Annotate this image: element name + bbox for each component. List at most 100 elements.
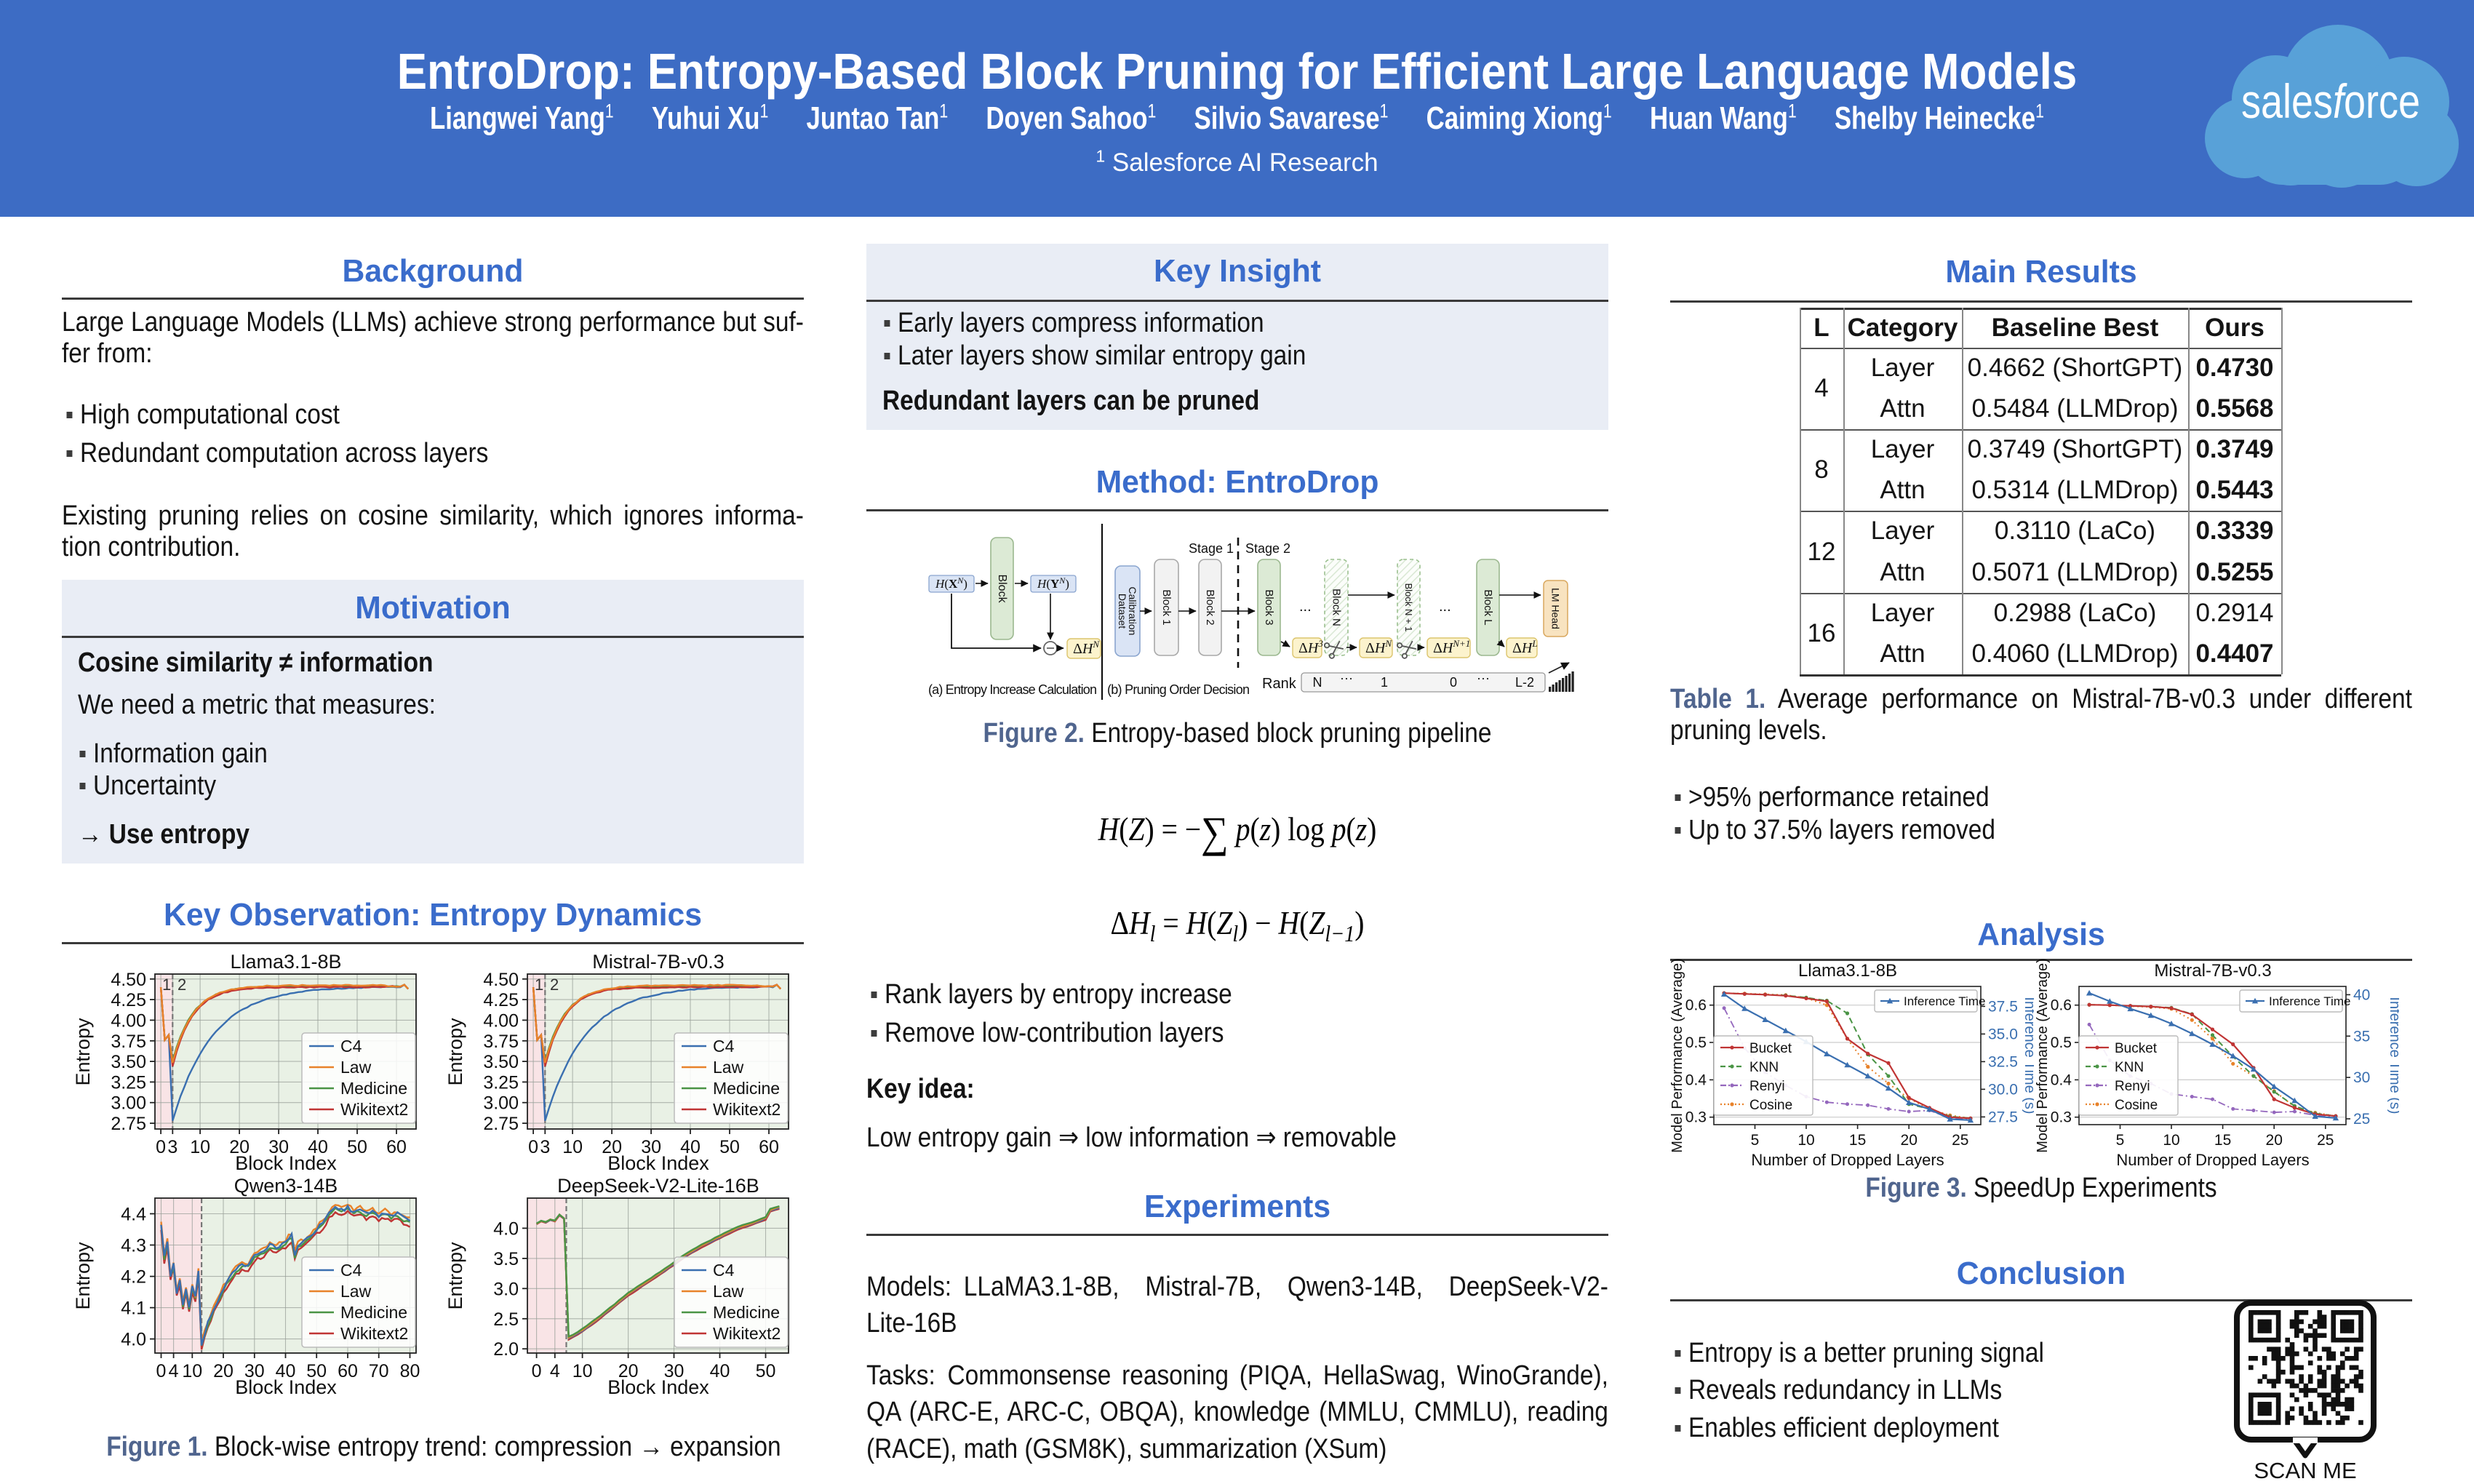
svg-text:4.3: 4.3: [121, 1236, 146, 1256]
svg-text:Block: Block: [996, 574, 1008, 603]
svg-text:4.4: 4.4: [121, 1205, 146, 1225]
svg-text:Number of Dropped Layers: Number of Dropped Layers: [2116, 1151, 2309, 1169]
svg-text:30.0: 30.0: [1988, 1081, 2018, 1098]
svg-text:30: 30: [244, 1361, 265, 1381]
svg-text:Medicine: Medicine: [713, 1079, 780, 1098]
svg-text:Block Index: Block Index: [235, 1376, 337, 1398]
svg-text:1: 1: [162, 976, 171, 994]
svg-text:Entropy: Entropy: [72, 1242, 94, 1310]
svg-text:Bucket: Bucket: [2115, 1041, 2158, 1056]
svg-text:Block 2: Block 2: [1204, 589, 1216, 625]
svg-text:10: 10: [2163, 1132, 2179, 1149]
svg-text:50: 50: [756, 1361, 776, 1381]
svg-text:Llama3.1-8B: Llama3.1-8B: [230, 954, 341, 973]
svg-text:4.0: 4.0: [493, 1218, 519, 1239]
svg-text:30: 30: [664, 1361, 685, 1381]
svg-text:4.50: 4.50: [111, 970, 146, 990]
svg-text:Wikitext2: Wikitext2: [713, 1100, 781, 1119]
svg-text:0: 0: [156, 1137, 166, 1157]
svg-text:LM Head: LM Head: [1550, 588, 1562, 629]
svg-text:10: 10: [572, 1361, 593, 1381]
svg-text:Llama3.1-8B: Llama3.1-8B: [1798, 961, 1897, 981]
svg-text:Law: Law: [713, 1282, 744, 1301]
svg-text:Block 3: Block 3: [1263, 589, 1275, 625]
svg-text:40: 40: [2353, 986, 2370, 1003]
svg-text:Number of Dropped Layers: Number of Dropped Layers: [1751, 1151, 1944, 1169]
svg-text:2.75: 2.75: [111, 1114, 146, 1134]
svg-text:50: 50: [719, 1137, 740, 1157]
svg-text:0: 0: [156, 1361, 167, 1381]
svg-text:50: 50: [347, 1137, 367, 1157]
svg-text:0: 0: [1450, 675, 1457, 690]
svg-text:3.50: 3.50: [111, 1052, 146, 1072]
svg-text:50: 50: [306, 1361, 327, 1381]
svg-text:4: 4: [169, 1361, 179, 1381]
svg-text:4: 4: [550, 1361, 560, 1381]
svg-text:2.0: 2.0: [493, 1339, 519, 1360]
svg-text:4.1: 4.1: [121, 1298, 146, 1319]
svg-text:0.6: 0.6: [2051, 997, 2072, 1014]
svg-text:Inference Time: Inference Time: [2269, 994, 2350, 1008]
svg-text:30: 30: [2353, 1069, 2370, 1086]
svg-text:...: ...: [1439, 599, 1451, 615]
svg-text:3.25: 3.25: [111, 1072, 146, 1093]
svg-text:3: 3: [540, 1137, 550, 1157]
svg-text:C4: C4: [713, 1037, 735, 1056]
svg-text:32.5: 32.5: [1988, 1053, 2018, 1070]
svg-text:Model Performance (Average): Model Performance (Average): [2035, 958, 2051, 1153]
svg-text:C4: C4: [340, 1037, 362, 1056]
svg-text:10: 10: [182, 1361, 202, 1381]
svg-text:Medicine: Medicine: [340, 1303, 407, 1322]
svg-text:Renyi: Renyi: [2115, 1079, 2150, 1094]
svg-text:···: ···: [1340, 671, 1353, 685]
svg-text:(b) Pruning Order Decision: (b) Pruning Order Decision: [1107, 682, 1250, 697]
svg-text:15: 15: [2214, 1132, 2231, 1149]
svg-text:Block Index: Block Index: [607, 1376, 709, 1398]
svg-text:Medicine: Medicine: [340, 1079, 407, 1098]
svg-text:4.0: 4.0: [121, 1330, 146, 1350]
svg-text:ΔHN+1: ΔHN+1: [1433, 638, 1470, 656]
svg-text:Cosine: Cosine: [2115, 1098, 2158, 1113]
svg-text:3.25: 3.25: [483, 1072, 519, 1093]
svg-text:35.0: 35.0: [1988, 1026, 2018, 1042]
svg-text:0.6: 0.6: [1685, 997, 1707, 1014]
svg-text:Model Performance (Average): Model Performance (Average): [1670, 958, 1685, 1153]
svg-text:30: 30: [268, 1137, 289, 1157]
svg-text:Inference Time: Inference Time: [1904, 994, 1985, 1008]
svg-text:3.0: 3.0: [493, 1279, 519, 1299]
svg-text:ΔHN: ΔHN: [1365, 638, 1392, 656]
svg-text:30: 30: [641, 1137, 661, 1157]
svg-text:2: 2: [177, 976, 186, 994]
svg-text:Stage 2: Stage 2: [1245, 541, 1290, 556]
svg-text:4.00: 4.00: [111, 1010, 146, 1031]
svg-text:1: 1: [1381, 675, 1388, 690]
svg-text:KNN: KNN: [2115, 1060, 2144, 1075]
svg-text:2.5: 2.5: [493, 1309, 519, 1330]
svg-text:C4: C4: [340, 1261, 362, 1280]
svg-text:3.5: 3.5: [493, 1249, 519, 1269]
svg-text:25: 25: [2317, 1132, 2334, 1149]
svg-text:Block Index: Block Index: [607, 1152, 709, 1174]
svg-text:10: 10: [190, 1137, 210, 1157]
svg-text:Law: Law: [340, 1058, 372, 1077]
svg-text:60: 60: [338, 1361, 358, 1381]
svg-text:Bucket: Bucket: [1749, 1041, 1792, 1056]
svg-text:0: 0: [532, 1361, 542, 1381]
svg-text:Block L: Block L: [1482, 589, 1494, 625]
svg-text:Medicine: Medicine: [713, 1303, 780, 1322]
svg-text:Entropy: Entropy: [444, 1242, 466, 1310]
svg-text:Block N: Block N: [1330, 589, 1343, 626]
svg-text:5: 5: [1751, 1132, 1760, 1149]
svg-text:15: 15: [1849, 1132, 1866, 1149]
svg-text:60: 60: [759, 1137, 779, 1157]
svg-text:Law: Law: [713, 1058, 744, 1077]
svg-text:0.5: 0.5: [2051, 1034, 2072, 1051]
svg-text:Inference Time (s): Inference Time (s): [2387, 997, 2399, 1114]
svg-text:1: 1: [535, 976, 543, 994]
svg-text:Mistral-7B-v0.3: Mistral-7B-v0.3: [2154, 961, 2271, 981]
svg-text:3.00: 3.00: [111, 1093, 146, 1114]
svg-text:L-2: L-2: [1515, 675, 1534, 690]
svg-text:Wikitext2: Wikitext2: [340, 1100, 408, 1119]
svg-text:10: 10: [1797, 1132, 1814, 1149]
svg-text:2: 2: [550, 976, 559, 994]
